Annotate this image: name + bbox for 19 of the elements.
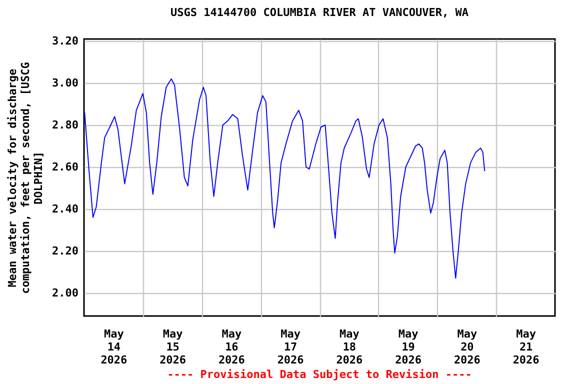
x-tick-label: May 16 2026: [218, 328, 246, 366]
y-tick-label: 3.20: [52, 34, 78, 48]
x-tick-label: May 14 2026: [100, 328, 128, 366]
y-tick-label: 2.00: [52, 286, 78, 300]
x-tick-label: May 17 2026: [277, 328, 304, 366]
line-series: [84, 78, 486, 279]
x-tick-label: May 21 2026: [512, 328, 540, 366]
x-tick-label: May 19 2026: [395, 328, 422, 366]
x-tick-label: May 20 2026: [454, 328, 481, 366]
y-tick-label: 3.00: [52, 76, 78, 90]
x-tick-label: May 15 2026: [160, 328, 186, 366]
y-axis-title: Mean water velocity for discharge computation, feet per second, [USCG DOLPHIN]: [6, 62, 46, 294]
y-tick-label: 2.20: [52, 244, 78, 258]
text: ---- Provisional Data Subject to Revision ----: [167, 368, 472, 381]
y-tick-label: 2.40: [52, 202, 78, 216]
x-tick-label: May 18 2026: [336, 328, 364, 366]
y-tick-label: 2.60: [52, 160, 78, 174]
chart-title: USGS 14144700 COLUMBIA RIVER AT VANCOUVER, WA: [170, 6, 469, 20]
y-tick-label: 2.80: [52, 118, 78, 132]
